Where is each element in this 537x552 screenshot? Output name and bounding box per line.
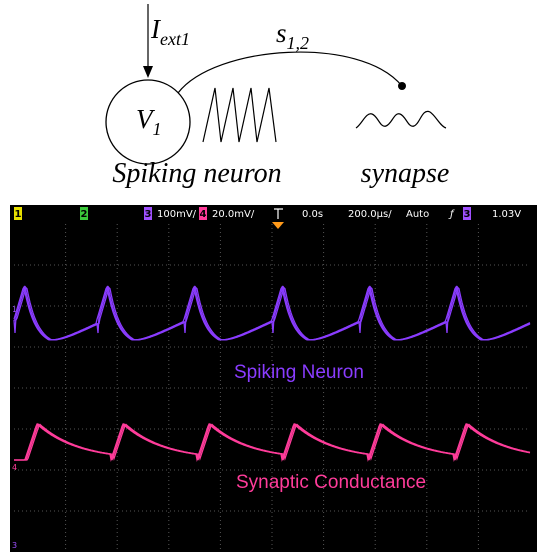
ch3-box [144,207,152,220]
spiking-trace [13,285,531,341]
ch4-label: 4 [200,209,207,220]
trigger-ch: 3 [464,209,471,220]
trigger-icon [274,208,283,219]
ch-marker: 4 [12,463,17,472]
weight-label: s1,2 [276,18,309,53]
time-offset: 0.0s [302,209,323,220]
neuron-sub: 1 [153,119,162,139]
neuron-caption: Spiking neuron [112,158,281,189]
trigger-level: 1.03V [492,209,521,220]
synapse-response [355,110,447,129]
ch3-scale: 100mV/ [157,209,197,220]
ch2-box [80,207,88,220]
ch1-box [14,207,22,220]
synapse-dot [398,82,406,90]
oscilloscope: 1 2 3 100mV/ 4 20.0mV/ 0.0s 200.0µs/ Aut… [10,205,537,552]
ch3-label: 3 [145,209,152,220]
trigger-mode: Auto [406,209,429,220]
ch-marker: 1 [12,305,17,314]
spike-train [202,87,277,143]
conductance-trace [14,423,531,462]
neuron-main: V [136,104,156,134]
ch2-label: 2 [81,209,88,220]
time-scale: 200.0µs/ [348,209,392,220]
weight-sub: 1,2 [287,33,310,53]
trigger-position [272,222,284,229]
synapse-connection [177,51,403,94]
ch4-scale: 20.0mV/ [212,209,255,220]
neuron-label: V1 [136,104,162,139]
input-label: Iext1 [150,14,190,49]
synapse-caption: synapse [361,158,450,189]
spiking-trace [14,286,531,341]
trace-label: Spiking Neuron [234,362,364,383]
neuron-diagram: Iext1 s1,2 V1 Spiking neuron synapse [105,4,450,189]
input-main: I [150,14,162,44]
input-sub: ext1 [160,29,190,49]
neuron-circle [105,79,191,165]
weight-main: s [276,18,287,48]
ch4-box [199,207,207,220]
trigger-edge: ƒ [448,209,455,220]
arrow-head [143,66,153,78]
ch-marker: 3 [12,541,17,550]
trace-label: Synaptic Conductance [236,472,426,493]
scope-background [10,205,537,552]
ch1-label: 1 [15,209,22,220]
trigger-ch-box [463,207,471,220]
